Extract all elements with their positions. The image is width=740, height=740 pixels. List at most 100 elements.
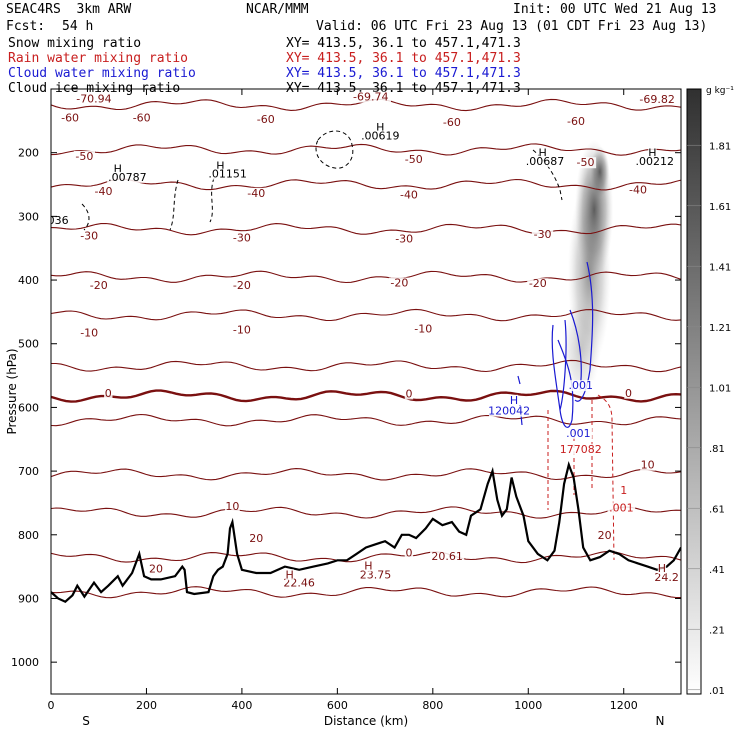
contour-label: -10: [233, 324, 251, 337]
field-rain-name: Rain water mixing ratio: [8, 51, 189, 66]
contour-label-bg: [78, 327, 100, 339]
contour-label-bg: [564, 427, 593, 439]
contour-label: -40: [400, 189, 418, 202]
contour-label-bg: [350, 91, 391, 103]
contour-label-bg: [113, 163, 123, 175]
contour-label: -50: [75, 150, 93, 163]
contour-label: .001: [569, 379, 594, 392]
isotherm-10: [51, 468, 681, 481]
contour-label: 10: [225, 500, 239, 513]
isotherm-20: [51, 550, 681, 564]
contour-label: .00687: [526, 155, 565, 168]
contour-label: -20: [90, 279, 108, 292]
colorbar-tick-label: .81: [709, 444, 725, 455]
contour-label-bg: [398, 189, 420, 201]
isotherm--40: [51, 178, 681, 191]
cloud-water-contour: [557, 339, 574, 428]
contour-label: -60: [61, 112, 79, 125]
cloud-water-contour: [574, 261, 594, 402]
contour-label: 1: [620, 484, 627, 497]
contour-label-bg: [88, 280, 110, 292]
isotherm--10: [51, 308, 681, 322]
y-tick-label: 800: [18, 529, 39, 542]
colorbar-tick-label: .61: [709, 504, 725, 515]
contour-label-bg: [148, 563, 164, 575]
contour-label: H: [376, 121, 384, 134]
contour-label: H: [510, 394, 518, 407]
contour-label-bg: [207, 168, 248, 180]
y-tick-label: 500: [18, 338, 39, 351]
plot-frame: [50, 88, 682, 695]
field-rain-xy: XY= 413.5, 36.1 to 457.1,471.3: [286, 51, 521, 66]
contour-label: -69.82: [639, 93, 674, 106]
contour-label: H: [648, 147, 656, 160]
contour-label: -40: [629, 184, 647, 197]
x-tick-label: 600: [327, 699, 348, 712]
contour-label: -10: [80, 326, 98, 339]
contour-label-bg: [619, 485, 628, 497]
contour-label: -50: [405, 153, 423, 166]
colorbar-tick-label: 1.61: [709, 202, 731, 213]
contour-label: 24.2: [654, 571, 679, 584]
valid-label: Valid: 06 UTC Fri 23 Aug 13 (01 CDT Fri …: [316, 19, 708, 34]
contour-label: 23.75: [360, 568, 392, 581]
contour-label: -69.74: [353, 91, 388, 104]
contour-label: -30: [80, 229, 98, 242]
contour-label: -30: [395, 233, 413, 246]
contour-label-bg: [107, 171, 148, 183]
contour-label: .00787: [108, 171, 147, 184]
contour-label-bg: [430, 550, 465, 562]
contour-label-bg: [364, 560, 373, 572]
x-tick-label: 400: [231, 699, 252, 712]
contour-label: -20: [390, 277, 408, 290]
contour-label-bg: [131, 112, 153, 124]
y-tick-label: 900: [18, 592, 39, 605]
contour-label-bg: [652, 571, 681, 583]
contour-label-bg: [404, 388, 414, 400]
y-tick-label: 1000: [11, 656, 39, 669]
contour-label-bg: [231, 232, 253, 244]
contour-label: .001: [566, 427, 591, 440]
contour-label-bg: [78, 230, 100, 242]
colorbar-tick-label: 1.41: [709, 262, 731, 273]
contour-label: -10: [414, 322, 432, 335]
contour-label-bg: [282, 577, 317, 589]
contour-label: -30: [233, 231, 251, 244]
contour-label: .00212: [636, 155, 675, 168]
contour-label-bg: [640, 459, 655, 471]
field-cloudwater-xy: XY= 413.5, 36.1 to 457.1,471.3: [286, 66, 521, 81]
contour-label: -60: [257, 113, 275, 126]
contour-label: 177082: [560, 443, 602, 456]
x-tick-label: 800: [422, 699, 443, 712]
contour-label: .001: [609, 501, 634, 514]
colorbar-tick-label: .41: [709, 565, 725, 576]
isotherm--20: [51, 270, 681, 284]
contour-label: 20: [249, 532, 263, 545]
contour-label-bg: [104, 387, 113, 399]
contour-label: -20: [233, 279, 251, 292]
colorbar-tick-label: 1.81: [709, 141, 731, 152]
contour-label-bg: [648, 147, 657, 159]
contour-label-bg: [657, 562, 667, 574]
y-tick-label: 600: [18, 401, 39, 414]
field-cloudwater-name: Cloud water mixing ratio: [8, 66, 196, 81]
org-label: NCAR/MMM: [246, 2, 309, 17]
field-snow-name: Snow mixing ratio: [8, 36, 142, 51]
contour-label-bg: [597, 529, 613, 541]
contour-label: -20: [529, 277, 547, 290]
isotherm-10: [51, 506, 681, 519]
contour-label-bg: [524, 155, 566, 167]
contour-label: H: [658, 562, 666, 575]
colorbar-unit: g kg⁻¹: [706, 86, 734, 96]
colorbar-tick-label: .01: [709, 686, 725, 697]
contour-label-bg: [531, 229, 554, 241]
cloud-ice-contour: [169, 179, 179, 231]
y-tick-label: 700: [18, 465, 39, 478]
contour-label: -40: [95, 185, 113, 198]
contour-label-bg: [403, 154, 425, 166]
contour-label-bg: [636, 94, 678, 106]
contour-label-bg: [224, 501, 240, 513]
contour-label-bg: [393, 233, 415, 245]
contour-label: -60: [443, 116, 461, 129]
contour-label-bg: [231, 324, 253, 336]
